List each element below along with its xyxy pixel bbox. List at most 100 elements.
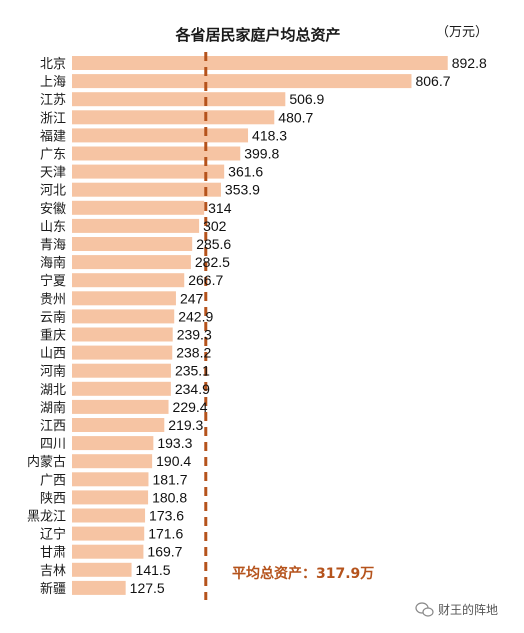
bar	[72, 200, 205, 215]
bar	[72, 327, 173, 342]
bar	[72, 92, 286, 107]
category-label: 新疆	[40, 581, 66, 597]
category-label: 广西	[40, 473, 66, 488]
category-label: 贵州	[40, 292, 66, 307]
bar	[72, 237, 193, 251]
category-label: 上海	[40, 75, 66, 90]
value-label: 353.9	[225, 182, 260, 198]
value-label: 302	[203, 218, 227, 234]
bar	[72, 508, 146, 523]
bar	[72, 110, 275, 125]
category-label: 四川	[40, 437, 66, 452]
category-label: 辽宁	[40, 527, 66, 543]
value-label: 219.3	[168, 417, 203, 433]
bar	[72, 182, 221, 197]
bar	[72, 309, 175, 324]
category-labels-layer: 北京上海江苏浙江福建广东天津河北安徽山东青海海南宁夏贵州云南重庆山西河南湖北湖南…	[27, 57, 66, 597]
category-label: 河北	[40, 184, 66, 199]
bar	[72, 436, 154, 451]
value-label: 180.8	[152, 489, 187, 505]
category-label: 浙江	[40, 111, 66, 126]
value-label: 235.1	[175, 363, 210, 379]
category-label: 山东	[40, 220, 66, 235]
bar	[72, 146, 241, 161]
value-label: 229.4	[173, 399, 208, 415]
value-label: 141.5	[136, 562, 171, 578]
value-label: 242.9	[178, 308, 213, 324]
bar	[72, 363, 171, 378]
category-label: 内蒙古	[27, 454, 66, 470]
category-label: 宁夏	[40, 273, 66, 289]
watermark-text: 财王的阵地	[438, 602, 498, 617]
bar	[72, 562, 132, 577]
value-label: 285.6	[196, 236, 231, 252]
value-label: 418.3	[252, 127, 287, 143]
category-label: 福建	[40, 129, 66, 144]
category-label: 青海	[40, 238, 66, 253]
value-label: 169.7	[147, 544, 182, 560]
value-label: 193.3	[157, 435, 192, 451]
category-label: 海南	[40, 255, 66, 271]
wechat-bubble-icon	[415, 602, 434, 617]
value-label: 266.7	[188, 272, 223, 288]
bar	[72, 454, 153, 469]
value-label: 181.7	[152, 471, 187, 487]
category-label: 吉林	[40, 564, 66, 579]
bars-layer	[72, 56, 448, 595]
category-label: 重庆	[40, 328, 66, 344]
value-label: 806.7	[415, 73, 450, 89]
category-label: 广东	[40, 148, 66, 163]
value-label: 506.9	[289, 91, 324, 107]
bar	[72, 490, 149, 505]
category-label: 江西	[40, 419, 66, 434]
value-label: 247	[180, 290, 204, 306]
category-label: 云南	[40, 309, 66, 325]
value-label: 171.6	[148, 526, 183, 542]
category-label: 北京	[40, 57, 66, 72]
bar	[72, 128, 249, 143]
category-label: 天津	[40, 166, 66, 181]
value-label: 892.8	[452, 55, 487, 71]
chart-unit: （万元）	[436, 25, 488, 40]
value-label: 399.8	[244, 146, 279, 162]
bar	[72, 164, 225, 179]
bar	[72, 580, 126, 595]
average-label: 平均总资产：317.9万	[232, 565, 374, 582]
category-label: 安徽	[40, 202, 66, 217]
bar	[72, 472, 149, 487]
category-label: 山西	[40, 347, 66, 362]
category-label: 黑龙江	[27, 510, 66, 525]
bar	[72, 544, 144, 559]
value-label: 238.2	[176, 345, 211, 361]
value-label: 234.9	[175, 381, 210, 397]
category-label: 河南	[40, 364, 66, 380]
watermark: 财王的阵地	[415, 602, 498, 617]
bar	[72, 255, 191, 270]
value-label: 314	[208, 200, 232, 216]
bar	[72, 526, 145, 541]
value-label: 127.5	[130, 580, 165, 596]
chart-title: 各省居民家庭户均总资产	[174, 26, 340, 44]
bar	[72, 291, 176, 306]
category-label: 江苏	[40, 92, 66, 108]
category-label: 陕西	[40, 491, 66, 506]
bar	[72, 218, 200, 233]
bar	[72, 74, 412, 89]
bar	[72, 273, 185, 288]
bar	[72, 345, 173, 360]
category-label: 湖南	[40, 400, 66, 416]
category-label: 湖北	[40, 383, 66, 398]
bar	[72, 399, 169, 414]
value-label: 282.5	[195, 254, 230, 270]
value-label: 239.3	[177, 327, 212, 343]
bar	[72, 56, 448, 70]
bar	[72, 418, 165, 432]
value-label: 190.4	[156, 453, 191, 469]
value-label: 173.6	[149, 508, 184, 524]
value-label: 361.6	[228, 164, 263, 180]
category-label: 甘肃	[40, 546, 66, 561]
bar	[72, 381, 171, 396]
